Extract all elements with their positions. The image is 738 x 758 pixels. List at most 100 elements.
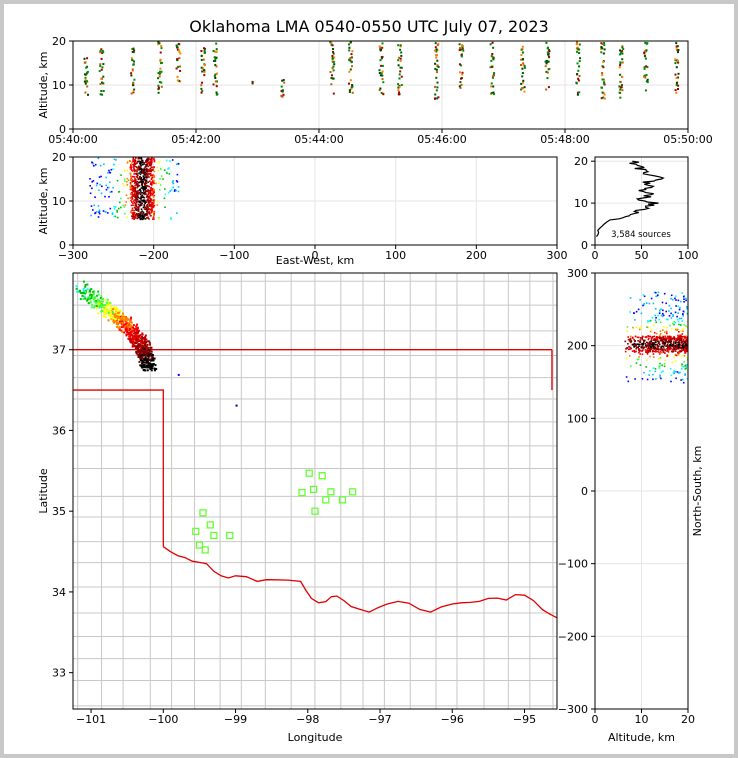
source-point <box>150 164 152 166</box>
source-point <box>138 345 141 348</box>
source-point <box>102 310 105 312</box>
source-point <box>492 85 495 88</box>
source-point <box>122 312 124 315</box>
source-point <box>128 328 131 331</box>
source-point <box>654 346 656 349</box>
source-point <box>671 351 674 353</box>
source-point <box>118 314 121 316</box>
source-point <box>99 93 102 96</box>
source-point <box>149 163 152 165</box>
source-point <box>280 89 283 92</box>
source-point <box>215 56 218 59</box>
source-point <box>132 336 135 339</box>
source-point <box>138 340 141 342</box>
source-point <box>603 82 606 85</box>
source-point <box>109 305 112 308</box>
source-point <box>143 171 146 174</box>
source-point <box>176 75 179 78</box>
source-point <box>673 372 675 374</box>
source-point <box>116 209 118 212</box>
source-point <box>649 344 652 347</box>
source-point <box>666 355 668 357</box>
source-point <box>490 55 493 58</box>
source-point <box>656 346 658 349</box>
source-point <box>142 336 145 339</box>
source-point <box>235 404 238 407</box>
source-point <box>104 195 106 198</box>
source-point <box>649 335 652 338</box>
source-point <box>127 161 130 163</box>
source-point <box>619 96 622 99</box>
source-point <box>160 85 163 88</box>
source-point <box>635 362 638 364</box>
source-point <box>656 336 659 339</box>
source-point <box>153 179 155 182</box>
source-point <box>139 173 142 176</box>
source-point <box>669 344 671 346</box>
source-point <box>131 209 133 211</box>
source-point <box>685 364 687 366</box>
source-point <box>179 69 182 72</box>
source-point <box>203 49 206 52</box>
source-point <box>115 306 117 309</box>
source-point <box>103 306 106 309</box>
source-point <box>634 378 636 380</box>
source-point <box>675 339 678 341</box>
source-point <box>642 294 645 296</box>
source-point <box>643 340 645 343</box>
source-point <box>143 366 146 368</box>
source-point <box>675 91 678 94</box>
source-point <box>682 340 684 343</box>
source-point <box>381 70 384 73</box>
source-point <box>655 332 658 335</box>
source-point <box>84 79 87 82</box>
source-point <box>663 363 666 365</box>
source-point <box>151 157 153 160</box>
source-point <box>150 204 152 206</box>
source-point <box>133 189 135 192</box>
source-point <box>144 183 146 186</box>
source-point <box>107 311 110 314</box>
source-point <box>177 373 180 376</box>
source-point <box>644 89 647 92</box>
source-point <box>679 337 681 340</box>
source-point <box>652 347 655 350</box>
source-point <box>133 164 135 167</box>
source-point <box>675 305 677 307</box>
source-point <box>647 335 649 337</box>
source-point <box>131 170 134 172</box>
source-point <box>672 371 675 373</box>
source-point <box>350 87 353 90</box>
source-point <box>136 198 138 200</box>
source-point <box>143 364 146 366</box>
source-point <box>151 363 154 366</box>
x-tick-label: −100 <box>219 249 249 262</box>
source-point <box>646 351 649 353</box>
source-point <box>650 340 652 342</box>
source-point <box>148 196 150 199</box>
source-point <box>155 182 157 185</box>
source-point <box>138 354 140 357</box>
source-point <box>621 58 624 61</box>
source-point <box>130 74 133 77</box>
source-point <box>349 41 352 44</box>
source-point <box>144 344 147 347</box>
source-point <box>434 46 437 49</box>
source-point <box>655 349 657 351</box>
source-point <box>134 165 136 168</box>
source-point <box>633 343 635 345</box>
source-point <box>643 51 646 54</box>
source-point <box>577 91 579 94</box>
source-point <box>639 339 642 341</box>
source-point <box>646 342 649 344</box>
source-point <box>655 295 658 298</box>
x-tick-label: −99 <box>224 713 247 726</box>
source-point <box>141 212 143 215</box>
source-point <box>131 345 134 348</box>
source-point <box>134 178 136 180</box>
source-point <box>619 91 622 94</box>
source-point <box>459 71 461 74</box>
source-point <box>87 302 90 305</box>
source-point <box>545 70 548 73</box>
